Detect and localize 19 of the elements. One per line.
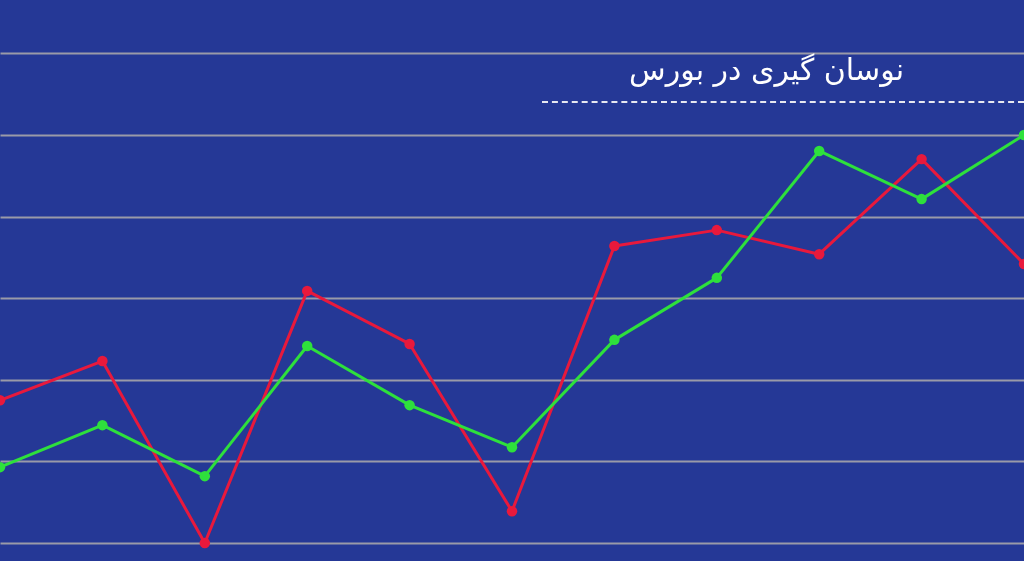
- point: [711, 272, 723, 284]
- point: [609, 240, 620, 252]
- point: [916, 193, 927, 205]
- point: [916, 153, 927, 165]
- point: [404, 399, 415, 411]
- point: [506, 505, 518, 517]
- point: [813, 145, 825, 157]
- point: [199, 470, 211, 482]
- point: [711, 224, 723, 236]
- point: [301, 340, 313, 352]
- point: [301, 285, 313, 297]
- point: [404, 338, 415, 350]
- point: [199, 537, 211, 549]
- point: [97, 419, 108, 431]
- chart-title: نوسان گیری در بورس: [628, 51, 905, 89]
- point: [97, 355, 108, 367]
- point: [609, 334, 620, 346]
- point: [506, 441, 518, 453]
- point: [813, 248, 825, 260]
